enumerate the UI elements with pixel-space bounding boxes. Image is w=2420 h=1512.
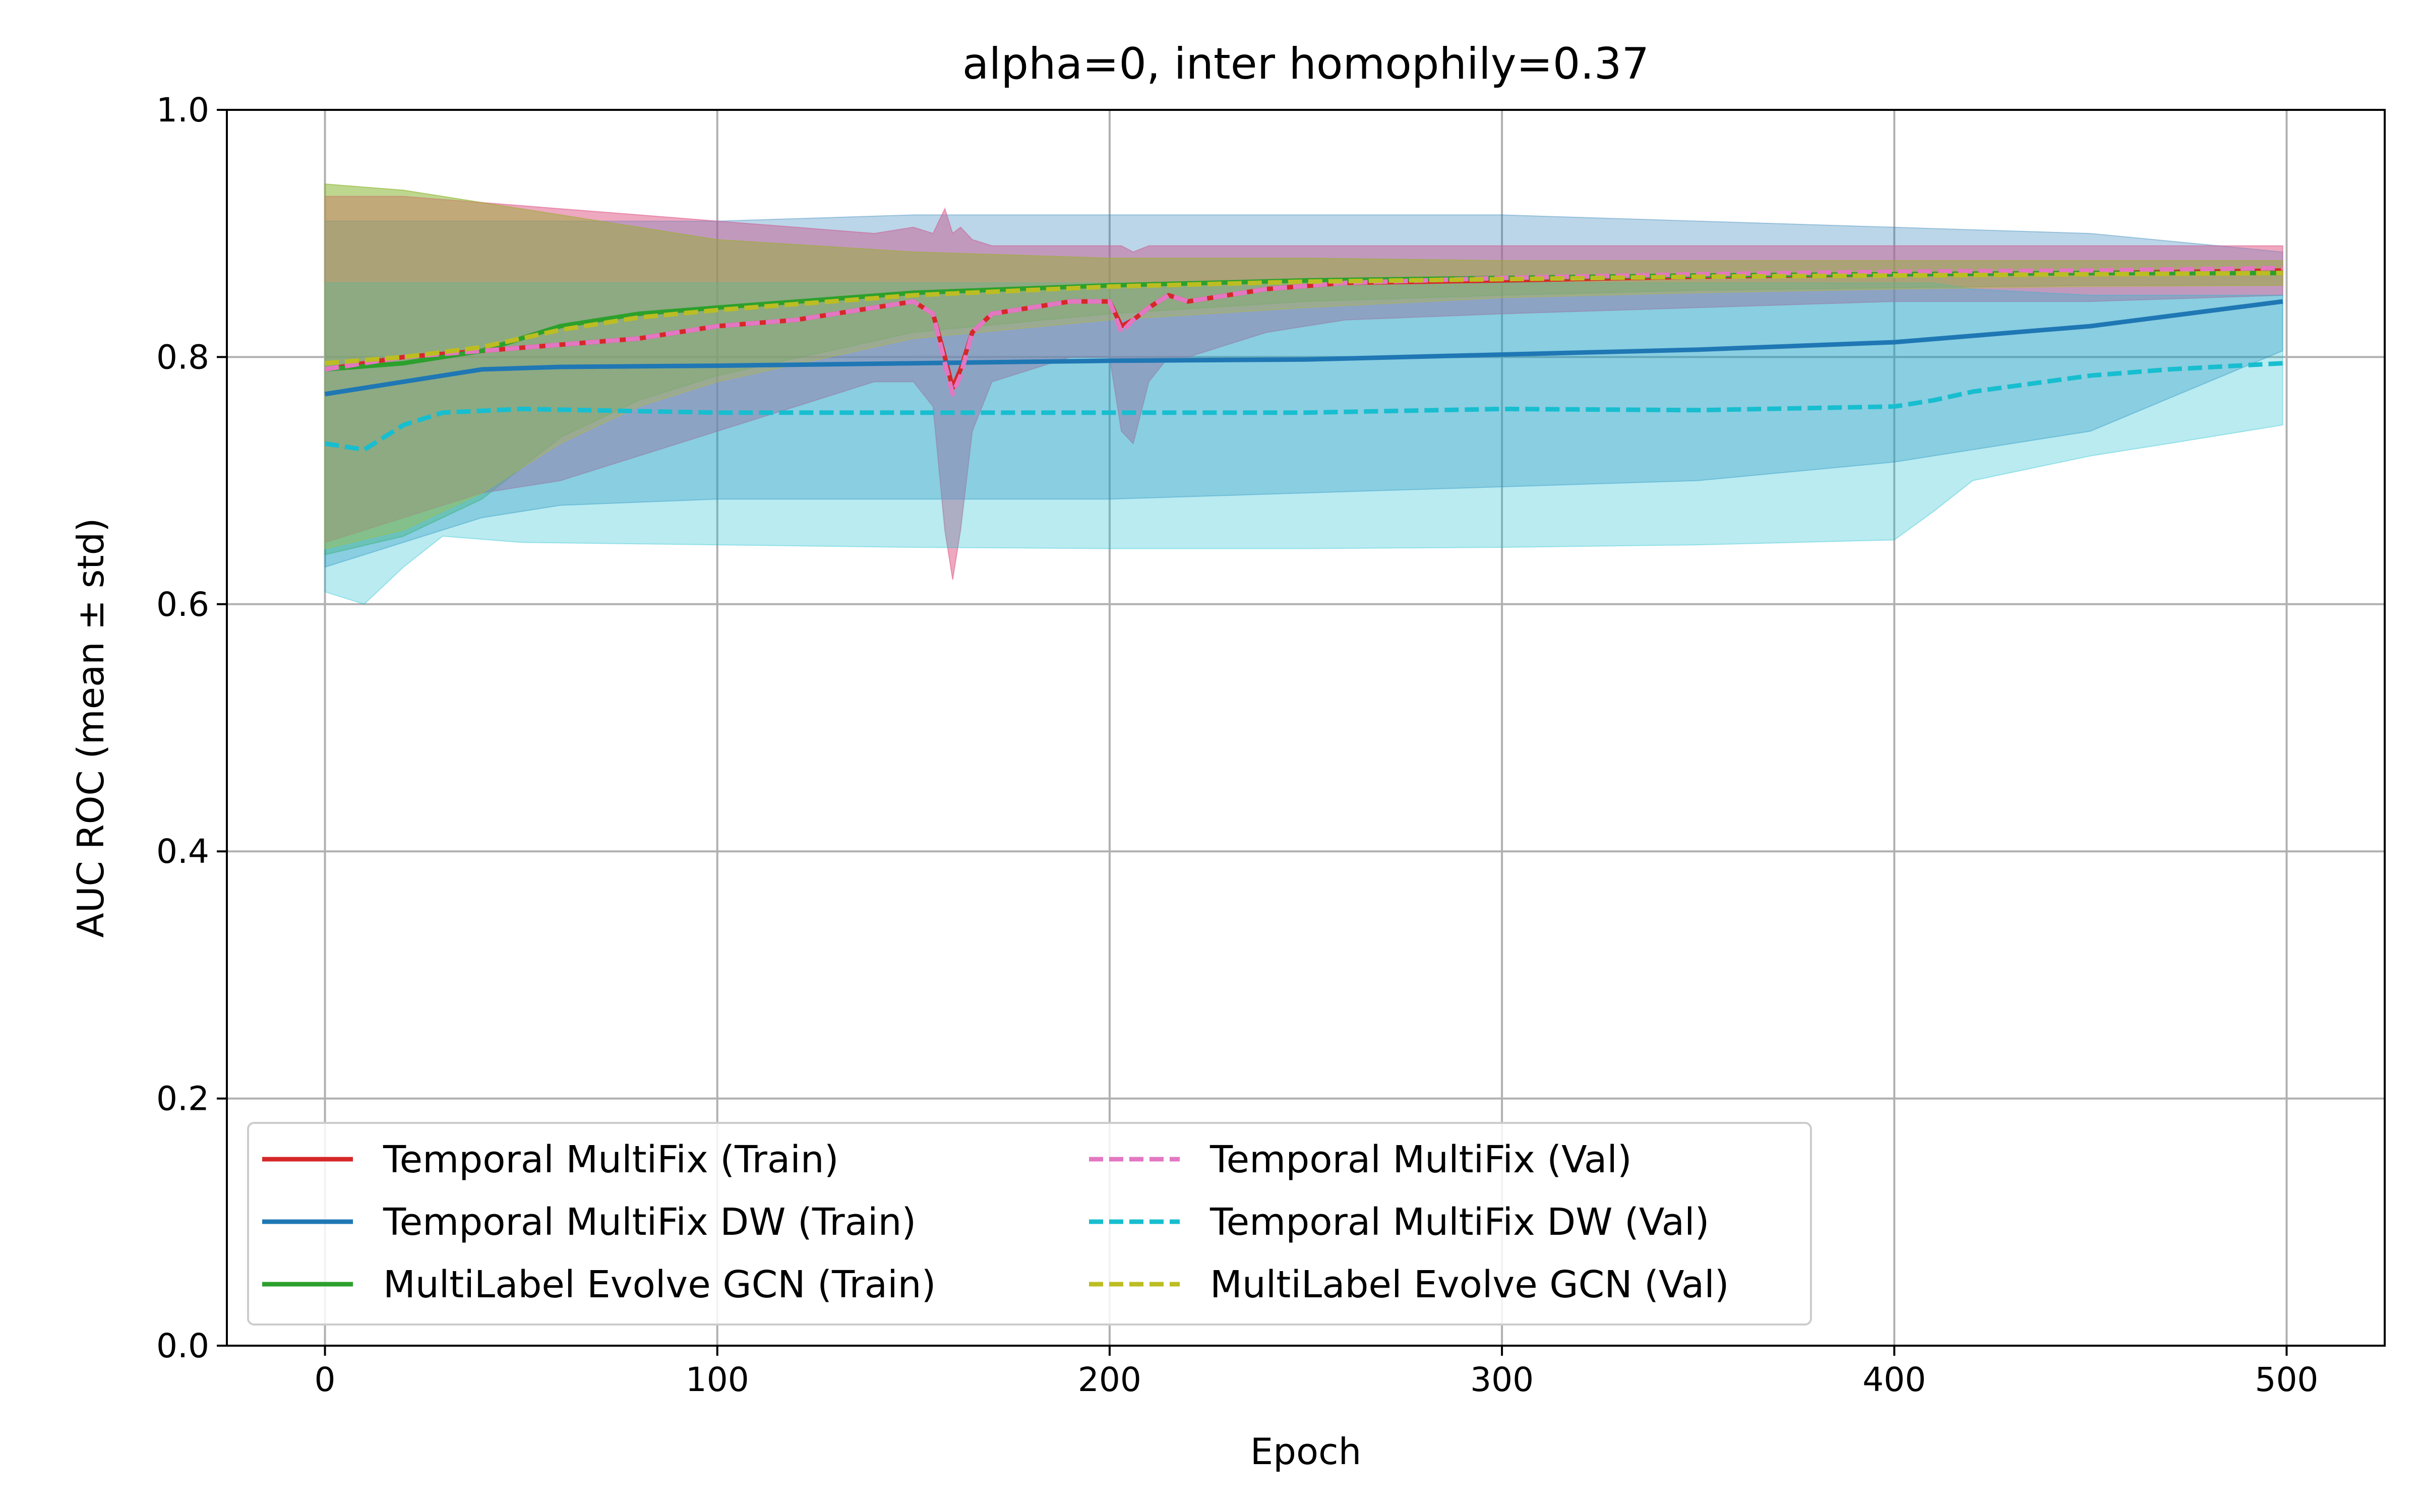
legend-label-temporal-multifix-train: Temporal MultiFix (Train) <box>383 1138 839 1181</box>
x-tick-label: 300 <box>1470 1360 1534 1399</box>
series-lines <box>324 266 2283 452</box>
line-temporal-multifix-val <box>324 266 2283 397</box>
x-tick-label: 100 <box>686 1360 749 1399</box>
legend-label-multilabel-evolve-gcn-val: MultiLabel Evolve GCN (Val) <box>1210 1263 1729 1306</box>
legend-label-temporal-multifix-val: Temporal MultiFix (Val) <box>1209 1138 1632 1181</box>
y-tick-label: 0.6 <box>156 585 209 624</box>
line-temporal-multifix-dw-val <box>324 361 2283 452</box>
x-tick-label: 200 <box>1078 1360 1141 1399</box>
legend-box <box>247 1122 1812 1326</box>
legend-label-temporal-multifix-dw-train: Temporal MultiFix DW (Train) <box>383 1201 916 1244</box>
band-temporal-multifix-train <box>324 196 2283 580</box>
legend-label-temporal-multifix-dw-val: Temporal MultiFix DW (Val) <box>1209 1201 1709 1244</box>
x-tick-label: 400 <box>1862 1360 1926 1399</box>
y-axis-label: AUC ROC (mean ± std) <box>70 518 112 938</box>
y-tick-label: 0.8 <box>156 338 209 376</box>
y-tick-label: 0.0 <box>156 1327 209 1365</box>
x-tick-label: 0 <box>315 1360 336 1399</box>
y-tick-label: 0.4 <box>156 832 209 871</box>
x-tick-label: 500 <box>2255 1360 2318 1399</box>
line-temporal-multifix-dw-train <box>324 299 2283 397</box>
legend-label-multilabel-evolve-gcn-train: MultiLabel Evolve GCN (Train) <box>383 1263 936 1306</box>
line-multilabel-evolve-gcn-val <box>325 271 2283 366</box>
chart-title: alpha=0, inter homophily=0.37 <box>962 39 1649 89</box>
x-axis-label: Epoch <box>1250 1430 1361 1473</box>
axis-ticks: 0 100 200 300 400 500 0.0 0.2 0.4 0.6 0.8 1.0 <box>156 91 2318 1399</box>
y-tick-label: 1.0 <box>156 91 209 130</box>
legend: Temporal MultiFix (Train) Temporal MultiF… <box>247 1122 1812 1326</box>
band-temporal-multifix-val <box>324 196 2283 580</box>
plot-frame <box>226 109 2386 1347</box>
y-tick-label: 0.2 <box>156 1080 209 1118</box>
